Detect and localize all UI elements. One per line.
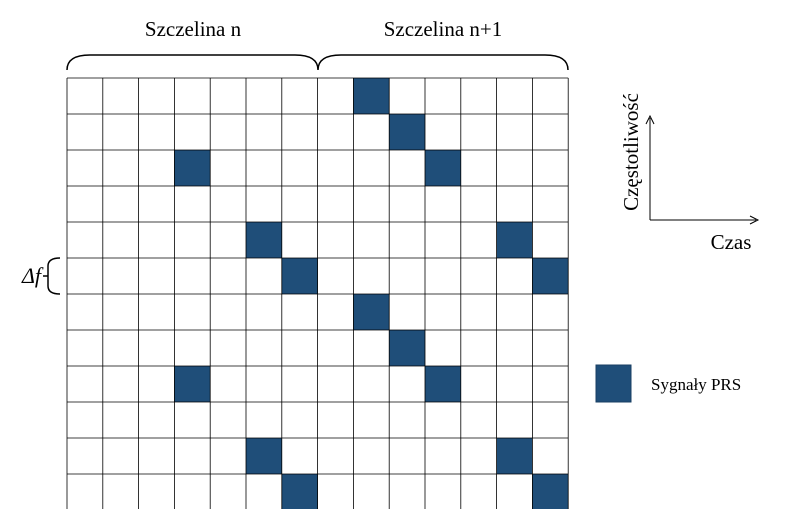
arrow-head [749,215,760,225]
grid [66,77,569,509]
slot-label: Szczelina n+1 [384,17,503,41]
prs-cell [246,222,282,258]
arrow-head [645,114,655,125]
brace [66,54,569,71]
prs-cell [425,366,461,402]
prs-cell [532,258,569,294]
slot-label: Szczelina n [145,17,242,41]
prs-cell [389,114,425,150]
prs-cell [353,78,390,114]
delta-brace [43,257,61,295]
prs-cell [353,294,390,330]
prs-cell [174,366,211,402]
time-label: Czas [711,230,752,254]
legend-label: Sygnały PRS [651,375,741,394]
prs-cell [246,438,282,474]
legend-swatch [595,364,632,403]
delta-label: Δf [21,263,44,288]
prs-cell [496,438,533,474]
prs-cell [389,330,425,366]
prs-cell [281,474,318,509]
prs-cell [281,258,318,294]
prs-cell [174,150,211,186]
prs-cell [425,150,461,186]
prs-cell [532,474,569,509]
freq-label: Częstotliwość [619,93,643,211]
prs-cell [496,222,533,258]
